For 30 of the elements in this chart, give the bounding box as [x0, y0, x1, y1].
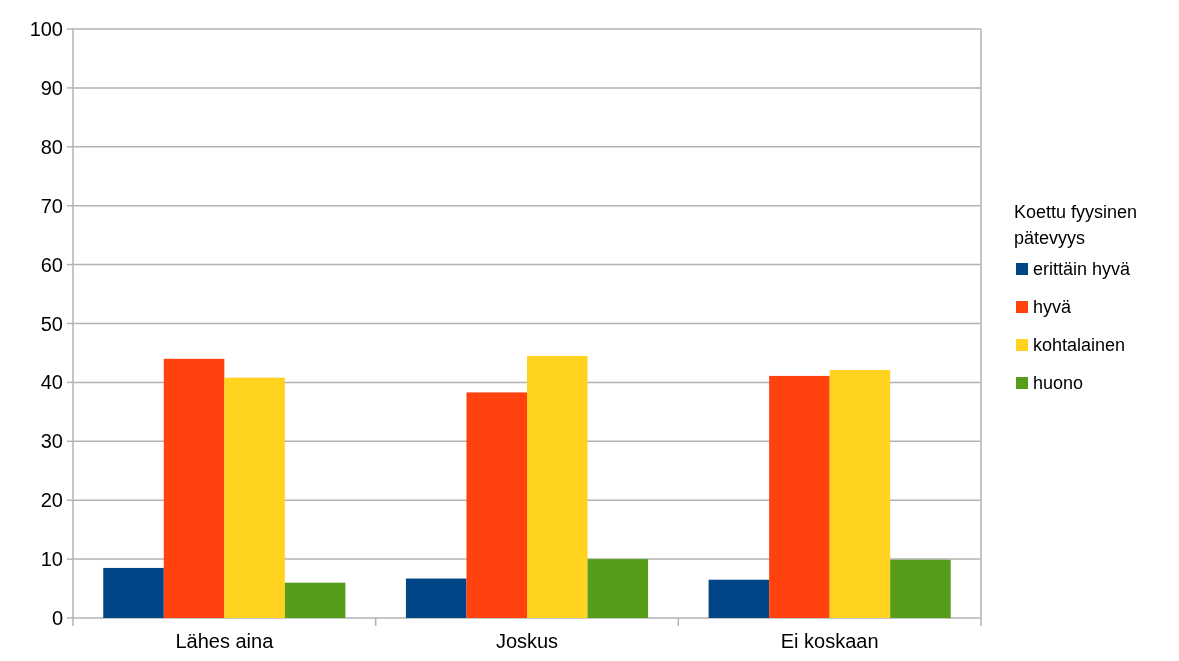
bar [769, 375, 830, 618]
y-tick-label: 0 [51, 607, 63, 629]
legend-label: erittäin hyvä [1033, 259, 1132, 280]
bar [890, 559, 951, 618]
bar [708, 579, 770, 618]
bar [527, 355, 588, 618]
legend-label: kohtalainen [1033, 335, 1126, 356]
bar [284, 582, 346, 618]
x-tick-label: Joskus [495, 630, 559, 652]
y-tick-label: 40 [40, 371, 63, 394]
bar [587, 559, 649, 618]
y-tick-label: 30 [40, 430, 63, 453]
bar [163, 358, 225, 618]
y-tick-label: 100 [29, 18, 63, 40]
y-tick-label: 10 [40, 548, 63, 571]
bar [405, 578, 467, 618]
y-tick-label: 20 [40, 489, 63, 512]
bar [466, 392, 527, 618]
y-tick-label: 80 [40, 135, 63, 158]
bar [103, 567, 164, 618]
bar [829, 370, 891, 618]
y-tick-label: 60 [40, 253, 63, 276]
legend-label: huono [1033, 373, 1084, 394]
y-tick-label: 70 [40, 194, 63, 217]
x-tick-label: Lähes aina [175, 630, 275, 652]
y-tick-label: 50 [40, 312, 63, 335]
x-tick-label: Ei koskaan [780, 630, 879, 652]
legend-label: hyvä [1033, 297, 1073, 318]
bar [224, 377, 285, 618]
y-tick-label: 90 [40, 76, 63, 99]
